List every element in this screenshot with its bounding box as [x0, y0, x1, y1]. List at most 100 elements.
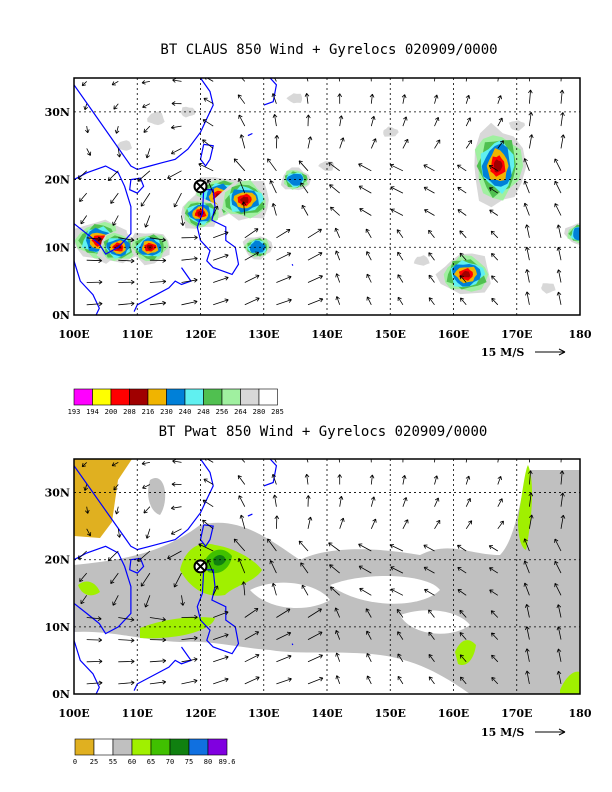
wind-arrow	[402, 497, 408, 507]
wind-arrow	[149, 637, 167, 643]
wind-arrow	[241, 78, 246, 82]
wind-arrow	[213, 677, 229, 685]
coastline	[196, 569, 240, 655]
pwat-contour	[250, 582, 330, 609]
wind-arrow	[424, 209, 435, 216]
x-tick-label: 170E	[501, 707, 532, 720]
wind-arrow	[559, 470, 565, 485]
wind-arrow	[274, 515, 280, 529]
wind-arrow	[77, 550, 87, 560]
colorbar-label: 89.6	[219, 758, 236, 766]
wind-arrow	[358, 185, 372, 194]
gyre-marker	[193, 179, 208, 194]
wind-arrow	[335, 273, 341, 283]
wind-arrow	[213, 298, 229, 306]
vector-scale: 15 M/S	[481, 346, 566, 359]
pwat-contour	[213, 554, 226, 566]
wind-arrow	[523, 158, 530, 171]
wind-arrow	[140, 192, 151, 207]
coastline	[263, 78, 278, 106]
wind-arrow	[556, 224, 562, 238]
wind-arrow	[434, 78, 436, 82]
wind-arrow	[329, 184, 340, 194]
colorbar-label: 280	[253, 408, 266, 416]
wind-arrow	[118, 659, 135, 664]
wind-arrow	[241, 581, 247, 596]
pwat-contour	[330, 575, 440, 604]
coastline	[74, 459, 214, 551]
wind-arrow	[86, 680, 103, 686]
wind-arrow	[170, 124, 182, 130]
colorbar-swatch	[93, 738, 114, 756]
wind-arrow	[554, 560, 562, 574]
cloud-contour	[147, 111, 165, 126]
wind-arrow	[337, 474, 343, 485]
wind-arrow	[307, 275, 323, 283]
y-tick-label: 30N	[45, 106, 70, 119]
wind-arrow	[107, 170, 119, 181]
chart-title: BT CLAUS 850 Wind + Gyrelocs 020909/0000	[160, 42, 497, 58]
wind-arrow	[554, 582, 562, 596]
wind-arrow	[559, 89, 565, 104]
colorbar-label: 193	[68, 408, 81, 416]
wind-arrow	[554, 180, 562, 194]
wind-arrow	[338, 459, 341, 463]
wind-arrow	[401, 94, 407, 104]
wind-arrow	[330, 586, 340, 596]
wind-arrow	[528, 89, 533, 104]
gyre-marker	[193, 559, 208, 574]
wind-arrow	[276, 275, 292, 283]
colorbar-label: 200	[105, 408, 118, 416]
colorbar-swatch	[188, 738, 209, 756]
wind-arrow	[79, 192, 88, 202]
y-tick-label: 10N	[45, 241, 70, 254]
wind-arrow	[465, 117, 472, 127]
wind-arrow	[459, 632, 467, 640]
wind-arrow	[397, 251, 404, 261]
wind-arrow	[274, 78, 277, 82]
x-tick-label: 150E	[375, 707, 406, 720]
colorbar-swatch	[169, 738, 190, 756]
colorbar-label: 0	[73, 758, 77, 766]
x-tick-label: 130E	[248, 707, 279, 720]
wind-arrow	[167, 170, 182, 179]
wind-arrow	[111, 462, 119, 467]
pwat-contour	[148, 478, 166, 515]
colorbar-swatch	[73, 388, 93, 406]
wind-arrow	[370, 459, 372, 463]
wind-arrow	[86, 236, 102, 242]
wind-arrow	[233, 158, 246, 172]
wind-arrow	[523, 538, 530, 552]
wind-arrow	[269, 560, 277, 574]
wind-arrow	[397, 296, 404, 306]
coastline	[291, 643, 294, 646]
y-tick-label: 20N	[45, 174, 70, 187]
y-tick-label: 10N	[45, 621, 70, 634]
wind-arrow	[339, 137, 345, 149]
wind-arrow	[465, 520, 473, 530]
vector-scale: 15 M/S	[481, 726, 566, 739]
pwat-contour	[518, 465, 533, 550]
wind-arrow	[490, 230, 499, 239]
wind-arrow	[330, 206, 340, 216]
wind-arrow	[433, 475, 439, 485]
wind-arrow	[180, 215, 185, 226]
wind-arrow	[560, 514, 566, 529]
wind-arrow	[366, 251, 372, 261]
wind-arrow	[298, 540, 309, 552]
wind-arrow	[271, 93, 277, 104]
wind-arrow	[213, 253, 229, 261]
wind-arrow	[83, 103, 88, 111]
wind-arrow	[365, 608, 372, 618]
wind-arrow	[459, 275, 467, 283]
wind-arrow	[338, 495, 344, 507]
wind-arrow	[370, 138, 377, 149]
wind-arrow	[238, 495, 246, 507]
wind-arrow	[335, 675, 341, 685]
x-tick-label: 140E	[311, 328, 342, 341]
wind-arrow	[402, 78, 404, 82]
wind-arrow	[390, 566, 404, 574]
wind-arrow	[81, 81, 87, 87]
wind-arrow	[328, 162, 340, 172]
x-tick-label: 100E	[58, 328, 89, 341]
